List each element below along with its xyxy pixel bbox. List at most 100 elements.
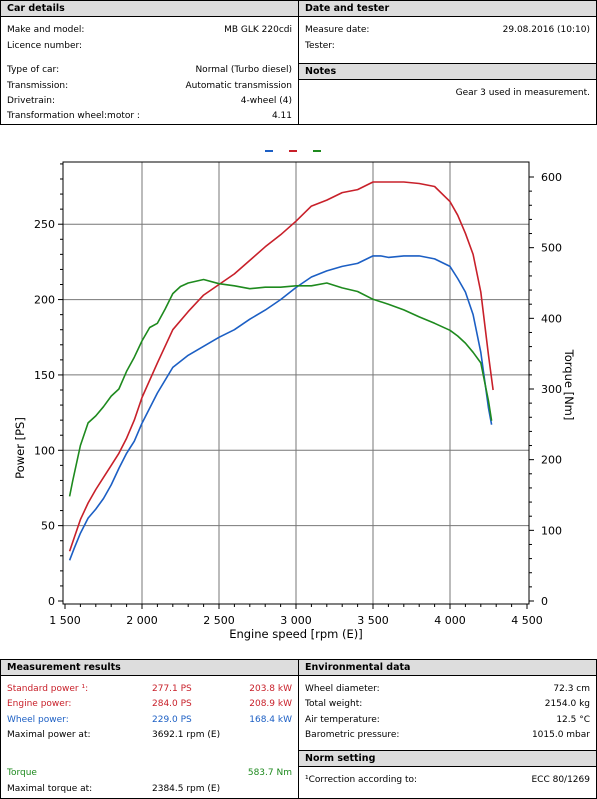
- x-axis-label: Engine speed [rpm (E)]: [229, 627, 363, 641]
- environment-row: Barometric pressure: 1015.0 mbar: [305, 728, 590, 742]
- row-value: 2154.0 kg: [544, 699, 590, 709]
- torque-value: 583.7 Nm: [247, 768, 292, 778]
- row-value: MB GLK 220cdi: [224, 25, 292, 35]
- row-key: Wheel diameter:: [305, 684, 380, 694]
- torque-row: Torque 583.7 Nm: [7, 766, 292, 780]
- environment-header: Environmental data: [299, 660, 596, 676]
- y2-tick-label: 300: [541, 383, 562, 396]
- row-value: Automatic transmission: [185, 81, 292, 91]
- y2-axis-ticks: 0 100 200 300 400 500 600: [529, 171, 562, 608]
- norm-key: ¹Correction according to:: [305, 775, 418, 785]
- y-tick-label: 250: [34, 218, 55, 231]
- max-torque-value: 2384.5 rpm (E): [152, 784, 221, 794]
- notes-text: Gear 3 used in measurement.: [455, 88, 590, 98]
- y2-tick-label: 500: [541, 242, 562, 255]
- engine-power-label: Engine power:: [7, 699, 72, 709]
- x-tick-label: 2 000: [126, 614, 158, 627]
- row-value: Normal (Turbo diesel): [195, 65, 292, 75]
- measurement-panel: Measurement results Standard power ¹: 27…: [0, 659, 299, 799]
- notes-panel: Notes Gear 3 used in measurement.: [298, 63, 597, 125]
- standard-power-label: Standard power ¹:: [7, 684, 89, 694]
- standard-power-kw: 203.8 kW: [249, 684, 292, 694]
- row-key: Drivetrain:: [7, 96, 55, 106]
- row-value: 29.08.2016 (10:10): [502, 25, 590, 35]
- y-axis-ticks: 0 50 100 150 200 250: [34, 163, 63, 608]
- environment-row: Air temperature: 12.5 °C: [305, 713, 590, 727]
- row-value: 4.11: [271, 111, 292, 121]
- date-tester-panel: Date and tester Measure date: 29.08.2016 …: [298, 0, 597, 64]
- y2-tick-label: 100: [541, 524, 562, 537]
- y-tick-label: 150: [34, 369, 55, 382]
- wheel-power-line: [68, 255, 493, 561]
- max-power-row: Maximal power at: 3692.1 rpm (E): [7, 728, 292, 742]
- norm-value: ECC 80/1269: [531, 775, 590, 785]
- car-details-row: Drivetrain: 4-wheel (4): [7, 94, 292, 108]
- row-value: 4-wheel (4): [240, 96, 292, 106]
- notes-header: Notes: [299, 64, 596, 80]
- measurement-header: Measurement results: [1, 660, 298, 676]
- x-tick-label: 3 000: [280, 614, 312, 627]
- chart-series: [68, 181, 494, 561]
- engine-power-line: [68, 181, 494, 552]
- row-value: 12.5 °C: [556, 715, 590, 725]
- row-key: Air temperature:: [305, 715, 380, 725]
- notes-row: Gear 3 used in measurement.: [305, 86, 590, 100]
- y2-axis-label: Torque [Nm]: [562, 349, 576, 421]
- torque-line: [68, 278, 493, 497]
- row-key: Measure date:: [305, 25, 370, 35]
- torque-label: Torque: [7, 768, 37, 778]
- row-key: Total weight:: [305, 699, 363, 709]
- norm-row: ¹Correction according to: ECC 80/1269: [305, 773, 590, 787]
- row-key: Make and model:: [7, 25, 85, 35]
- row-value: 1015.0 mbar: [531, 730, 590, 740]
- x-axis-ticks: 1 500 2 000 2 500 3 000 3 500 4 000 4 500: [49, 604, 543, 627]
- max-torque-row: Maximal torque at: 2384.5 rpm (E): [7, 782, 292, 796]
- y-tick-label: 200: [34, 294, 55, 307]
- engine-power-ps: 284.0 PS: [152, 699, 192, 709]
- environment-row: Wheel diameter: 72.3 cm: [305, 682, 590, 696]
- car-details-row: Transmission: Automatic transmission: [7, 79, 292, 93]
- y2-tick-label: 0: [541, 595, 548, 608]
- x-tick-label: 4 000: [434, 614, 466, 627]
- date-tester-header: Date and tester: [299, 1, 596, 17]
- y-tick-label: 100: [34, 444, 55, 457]
- power-torque-chart: 1 500 2 000 2 500 3 000 3 500 4 000 4 500 0 50 1…: [13, 150, 576, 641]
- x-tick-label: 1 500: [49, 614, 81, 627]
- max-torque-label: Maximal torque at:: [7, 784, 93, 794]
- row-key: Transformation wheel:motor :: [7, 111, 140, 121]
- y-tick-label: 0: [48, 595, 55, 608]
- wheel-power-label: Wheel power:: [7, 715, 69, 725]
- environment-row: Total weight: 2154.0 kg: [305, 697, 590, 711]
- date-tester-row: Tester:: [305, 39, 590, 53]
- x-tick-label: 4 500: [511, 614, 543, 627]
- car-details-row: Type of car: Normal (Turbo diesel): [7, 63, 292, 77]
- wheel-power-row: Wheel power: 229.0 PS 168.4 kW: [7, 713, 292, 727]
- chart-grid: [63, 162, 529, 604]
- standard-power-ps: 277.1 PS: [152, 684, 192, 694]
- car-details-row: Make and model: MB GLK 220cdi: [7, 23, 292, 37]
- standard-power-row: Standard power ¹: 277.1 PS 203.8 kW: [7, 682, 292, 696]
- row-value: 72.3 cm: [553, 684, 590, 694]
- row-key: Licence number:: [7, 41, 83, 51]
- y-tick-label: 50: [41, 520, 55, 533]
- engine-power-row: Engine power: 284.0 PS 208.9 kW: [7, 697, 292, 711]
- norm-header: Norm setting: [299, 751, 596, 767]
- environment-panel: Environmental data Wheel diameter: 72.3 c…: [298, 659, 597, 751]
- max-power-label: Maximal power at:: [7, 730, 91, 740]
- y2-tick-label: 200: [541, 454, 562, 467]
- row-key: Tester:: [305, 41, 335, 51]
- car-details-panel: Car details Make and model: MB GLK 220cdi…: [0, 0, 299, 125]
- max-power-value: 3692.1 rpm (E): [152, 730, 221, 740]
- y2-tick-label: 400: [541, 312, 562, 325]
- row-key: Type of car:: [7, 65, 60, 75]
- row-key: Barometric pressure:: [305, 730, 400, 740]
- wheel-power-ps: 229.0 PS: [152, 715, 192, 725]
- x-tick-label: 3 500: [357, 614, 389, 627]
- car-details-row: Licence number:: [7, 39, 292, 53]
- car-details-row: Transformation wheel:motor : 4.11: [7, 109, 292, 123]
- row-key: Transmission:: [7, 81, 69, 91]
- y2-tick-label: 600: [541, 171, 562, 184]
- car-details-header: Car details: [1, 1, 298, 17]
- date-tester-row: Measure date: 29.08.2016 (10:10): [305, 23, 590, 37]
- wheel-power-kw: 168.4 kW: [249, 715, 292, 725]
